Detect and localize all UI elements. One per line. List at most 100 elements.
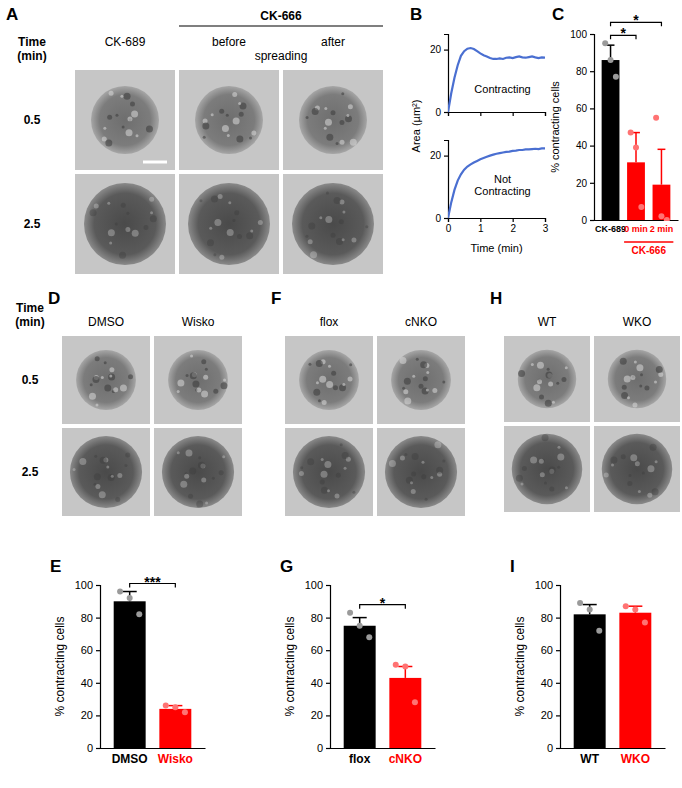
cell-texture — [335, 494, 340, 499]
cell-texture — [422, 388, 429, 395]
tick-mark — [545, 218, 546, 222]
tick-label: 60 — [576, 103, 588, 114]
chart: I% contracting cells020406080100WTWKO — [510, 557, 666, 766]
tick-mark — [590, 71, 594, 72]
panel-letter: F — [271, 289, 281, 308]
tick-mark — [326, 650, 330, 651]
cell-texture — [95, 356, 100, 361]
tick: CK-689 — [595, 220, 626, 234]
cell-texture — [430, 476, 433, 479]
axis-line — [444, 35, 449, 113]
cell-texture — [545, 372, 552, 379]
image-background — [285, 336, 373, 424]
tick: 60 — [311, 644, 330, 656]
cell-texture — [318, 399, 321, 402]
tick-label: DMSO — [112, 752, 148, 766]
group-label: CK-666 — [631, 245, 666, 256]
cell-texture — [328, 365, 331, 368]
data-point — [613, 74, 619, 80]
cell-texture — [340, 140, 345, 145]
tick-label: 20 — [576, 178, 588, 189]
cell-texture — [324, 461, 331, 468]
cell-texture — [557, 446, 560, 449]
micrograph — [283, 70, 383, 170]
cell-texture — [203, 375, 208, 380]
tick-mark — [96, 683, 100, 684]
cell — [70, 436, 142, 508]
cell-texture — [416, 358, 419, 361]
cell-texture — [213, 389, 218, 394]
cell-texture — [94, 473, 101, 480]
cell-texture — [325, 119, 332, 126]
panel-letter: I — [510, 557, 515, 576]
tick: 2 min — [650, 220, 674, 234]
tick-mark — [326, 715, 330, 716]
column-label: flox — [320, 315, 339, 329]
tick: 40 — [576, 140, 594, 151]
cell-texture — [565, 486, 568, 489]
tick-label: WT — [580, 752, 599, 766]
cell-texture — [547, 368, 550, 371]
tick-label: Wisko — [158, 752, 193, 766]
cell-texture — [610, 456, 617, 463]
cell-texture — [109, 242, 112, 245]
cell-texture — [522, 466, 527, 471]
tick — [545, 112, 546, 116]
cell-texture — [342, 383, 345, 386]
tick-mark — [556, 617, 560, 618]
group-sub-label: spreading — [255, 49, 308, 63]
cell — [608, 350, 666, 408]
cell-texture — [130, 102, 135, 107]
tick-label: 80 — [311, 612, 323, 624]
cell-texture — [365, 225, 368, 228]
tick-mark — [513, 112, 514, 116]
cell-texture — [109, 367, 114, 372]
cell-texture — [94, 455, 97, 458]
cell-texture — [201, 359, 206, 364]
image-background — [75, 70, 175, 170]
tick: 20 — [430, 150, 448, 161]
cell-texture — [89, 393, 96, 400]
cell-texture — [236, 135, 243, 142]
bar — [627, 162, 645, 220]
error-cap — [658, 149, 666, 151]
data-point — [117, 589, 123, 595]
cell-texture — [198, 462, 205, 469]
cell-texture — [419, 384, 424, 389]
cell-texture — [109, 374, 112, 377]
cell-texture — [99, 491, 106, 498]
tick-label: 0 — [547, 742, 553, 754]
axis-line — [449, 113, 546, 117]
cell-texture — [308, 239, 313, 244]
figure: ACK-689beforeafterCK-666spreadingTime(mi… — [0, 0, 682, 788]
cell-texture — [249, 137, 252, 140]
time-title: Time — [18, 35, 46, 49]
cell-texture — [104, 384, 111, 391]
axis-line — [101, 748, 206, 749]
cell-texture — [425, 498, 428, 501]
cell-texture — [350, 139, 357, 146]
cell-texture — [549, 467, 556, 474]
cell-texture — [316, 360, 323, 367]
chart: 0200123NotContractingTime (min) — [430, 141, 549, 255]
tick-mark — [480, 112, 481, 116]
y-axis: 020406080100 — [75, 579, 101, 754]
cell-texture — [348, 104, 353, 109]
data-point — [596, 628, 602, 634]
plot-area — [344, 610, 422, 748]
axis-line — [444, 141, 449, 219]
cell-texture — [150, 215, 157, 222]
cell-texture — [642, 471, 645, 474]
tick: 60 — [576, 103, 594, 114]
cell-texture — [190, 372, 197, 379]
cell-texture — [119, 252, 126, 259]
image-panel: ACK-689beforeafterCK-666spreadingTime(mi… — [6, 5, 383, 274]
cell-texture — [346, 114, 349, 117]
column-label: CK-689 — [105, 35, 146, 49]
cell-texture — [227, 229, 234, 236]
cell-texture — [186, 374, 189, 377]
axis-line — [96, 586, 101, 749]
cell-texture — [549, 486, 554, 491]
tick-label: 0 — [581, 215, 587, 226]
tick: 3 — [543, 218, 549, 234]
